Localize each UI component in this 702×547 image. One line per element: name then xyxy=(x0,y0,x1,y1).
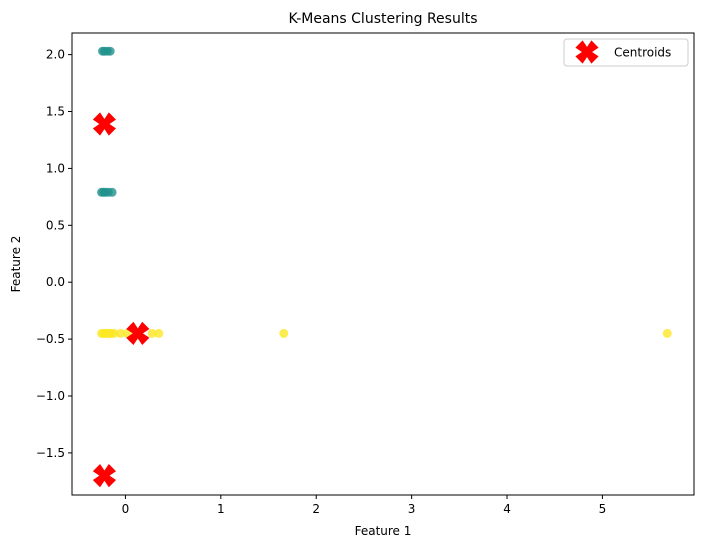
data-point xyxy=(154,328,164,338)
y-tick-label: −0.5 xyxy=(36,332,65,346)
centroid-marker xyxy=(126,321,150,346)
x-tick-label: 5 xyxy=(599,502,607,516)
data-point xyxy=(147,328,157,338)
legend: Centroids xyxy=(563,38,689,67)
x-tick-label: 3 xyxy=(408,502,416,516)
x-tick-label: 0 xyxy=(122,502,130,516)
plot-frame xyxy=(71,32,695,496)
centroid-marker xyxy=(92,464,117,488)
plot-area xyxy=(92,46,672,488)
chart-title: K-Means Clustering Results xyxy=(289,11,478,27)
x-tick-label: 2 xyxy=(312,502,320,516)
y-tick-label: −1.0 xyxy=(36,389,65,403)
y-tick-label: 1.0 xyxy=(46,161,65,175)
x-axis-title: Feature 1 xyxy=(355,524,412,538)
data-point xyxy=(107,187,117,197)
y-tick-label: 0.5 xyxy=(46,218,65,232)
legend-centroid-icon xyxy=(575,40,599,64)
y-tick-label: 1.5 xyxy=(46,105,65,119)
x-tick-label: 1 xyxy=(217,502,225,516)
legend-label-centroids: Centroids xyxy=(614,46,671,60)
legend-centroid-marker xyxy=(575,40,599,64)
y-tick-label: −1.5 xyxy=(36,446,65,460)
data-point xyxy=(279,328,289,338)
data-point xyxy=(109,328,119,338)
data-point xyxy=(662,328,672,338)
y-tick-label: 0.0 xyxy=(46,275,65,289)
y-axis: 2.0 1.5 1.0 0.5 0.0 −0.5 −1.0 −1.5 xyxy=(36,48,72,460)
centroid-marker xyxy=(92,112,117,136)
data-point xyxy=(116,328,126,338)
x-tick-label: 4 xyxy=(503,502,511,516)
y-axis-title: Feature 2 xyxy=(9,236,23,293)
data-point xyxy=(105,46,115,56)
x-axis: 0 1 2 3 4 5 xyxy=(122,495,607,516)
y-tick-label: 2.0 xyxy=(46,48,65,62)
